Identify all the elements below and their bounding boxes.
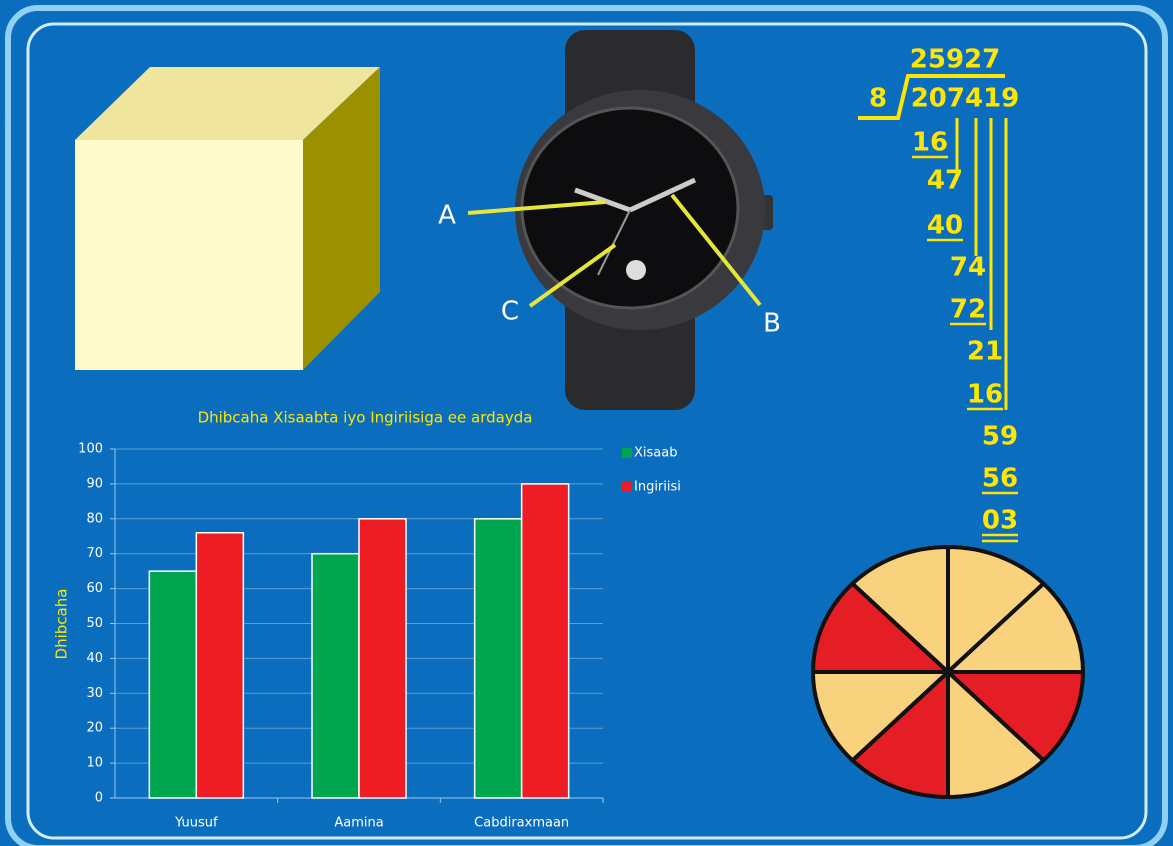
y-tick-label: 50 bbox=[86, 616, 103, 631]
y-tick-label: 40 bbox=[86, 651, 103, 666]
division-bracket bbox=[858, 74, 1005, 120]
watch-label: A bbox=[438, 201, 456, 231]
y-tick-label: 80 bbox=[86, 511, 103, 526]
x-tick-label: Yuusuf bbox=[174, 816, 218, 831]
division-step: 16 bbox=[912, 128, 948, 158]
division-step: 47 bbox=[927, 166, 963, 196]
division-step: 56 bbox=[982, 464, 1018, 494]
legend-label: Xisaab bbox=[634, 446, 677, 461]
frame bbox=[5, 5, 1168, 846]
bar bbox=[358, 518, 407, 799]
bar bbox=[520, 483, 570, 799]
fraction-circle bbox=[810, 544, 1086, 800]
division-step: 72 bbox=[950, 295, 986, 325]
division-step: 40 bbox=[927, 211, 963, 241]
y-tick-label: 10 bbox=[86, 756, 103, 771]
chart-title: Dhibcaha Xisaabta iyo Ingiriisiga ee ard… bbox=[198, 409, 533, 427]
bar bbox=[473, 518, 523, 799]
divisor: 8 bbox=[869, 84, 887, 114]
x-tick-label: Aamina bbox=[334, 816, 383, 831]
watch-pointers bbox=[467, 193, 762, 308]
bar bbox=[148, 570, 198, 799]
x-tick-label: Cabdiraxmaan bbox=[474, 816, 569, 831]
legend-label: Ingiriisi bbox=[634, 480, 681, 495]
quotient: 25927 bbox=[910, 45, 1000, 75]
y-tick-label: 0 bbox=[95, 791, 103, 806]
y-tick-label: 20 bbox=[86, 721, 103, 736]
watch-label: B bbox=[763, 309, 781, 339]
legend-swatch bbox=[622, 448, 632, 458]
y-tick-label: 90 bbox=[86, 476, 103, 491]
bar bbox=[195, 532, 245, 799]
division-step: 74 bbox=[950, 253, 986, 283]
division-step: 03 bbox=[982, 506, 1018, 536]
dividend: 207419 bbox=[911, 84, 1020, 114]
division-step: 59 bbox=[982, 422, 1018, 452]
bar bbox=[311, 552, 360, 799]
frame-inner bbox=[26, 22, 1148, 840]
division-arrows bbox=[955, 118, 1008, 410]
cube-side bbox=[303, 67, 380, 370]
division-step: 16 bbox=[967, 380, 1003, 410]
watch-label: C bbox=[501, 297, 519, 327]
y-axis-label: Dhibcaha bbox=[53, 589, 71, 660]
legend-swatch bbox=[622, 482, 632, 492]
y-tick-label: 70 bbox=[86, 546, 103, 561]
y-tick-label: 60 bbox=[86, 581, 103, 596]
y-tick-label: 100 bbox=[78, 442, 103, 457]
y-tick-label: 30 bbox=[86, 686, 103, 701]
division-step: 21 bbox=[967, 337, 1003, 367]
cube-top bbox=[75, 67, 380, 140]
cube-front bbox=[75, 140, 303, 370]
